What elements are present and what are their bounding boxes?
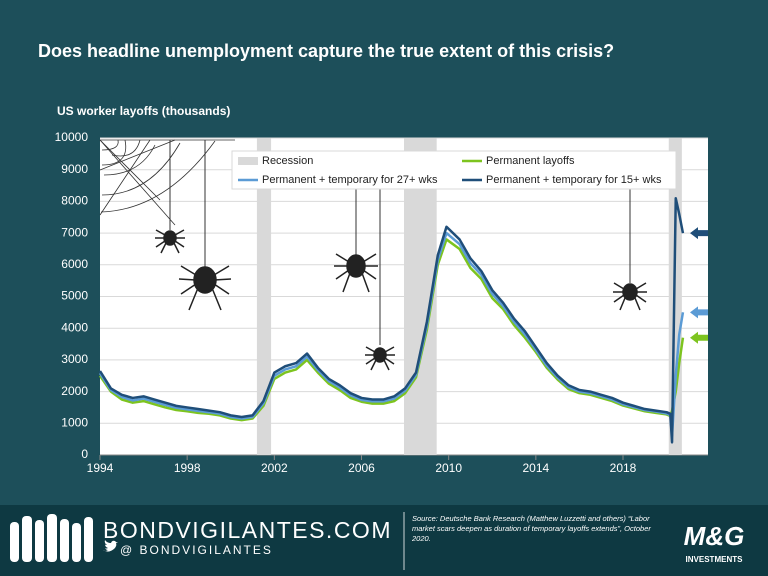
x-tick-label: 2002 [261, 461, 288, 475]
y-tick-label: 0 [81, 447, 88, 461]
x-tick-label: 2010 [435, 461, 462, 475]
chart-title: Does headline unemployment capture the t… [38, 41, 614, 61]
handle: @ BONDVIGILANTES [120, 543, 273, 557]
legend-label: Permanent layoffs [486, 155, 575, 167]
end-arrow [690, 306, 708, 319]
y-tick-label: 1000 [61, 415, 88, 429]
y-tick-label: 5000 [61, 289, 88, 303]
end-arrow [690, 331, 708, 344]
bird-icon [103, 540, 118, 552]
logo: M&G [684, 521, 745, 551]
recession-band [256, 138, 272, 455]
legend-label: Recession [262, 155, 313, 167]
legend-label: Permanent + temporary for 27+ wks [262, 174, 438, 186]
x-tick-label: 1998 [174, 461, 201, 475]
site-name: BONDVIGILANTES.COM [103, 517, 392, 543]
decoration [99, 139, 647, 371]
x-tick-label: 2006 [348, 461, 375, 475]
y-tick-label: 2000 [61, 384, 88, 398]
footer-band [0, 505, 768, 576]
legend-box [231, 150, 677, 190]
y-tick-label: 3000 [61, 352, 88, 366]
series-line [98, 238, 685, 422]
series-line [98, 231, 685, 438]
y-tick-label: 8000 [61, 194, 88, 208]
y-tick-label: 10000 [55, 130, 89, 144]
y-tick-label: 7000 [61, 225, 88, 239]
legend-label: Permanent + temporary for 15+ wks [486, 174, 662, 186]
x-tick-label: 1994 [87, 461, 114, 475]
logo-sub: INVESTMENTS [686, 555, 744, 564]
source-note: Source: Deutsche Bank Research (Matthew … [412, 514, 651, 543]
end-arrows [690, 227, 708, 344]
end-arrow [690, 227, 708, 240]
series-line [98, 196, 685, 444]
legend-swatch [238, 157, 258, 165]
y-tick-label: 6000 [61, 257, 88, 271]
x-tick-label: 2014 [522, 461, 549, 475]
y-tick-label: 4000 [61, 320, 88, 334]
y-axis-label: US worker layoffs (thousands) [57, 104, 230, 118]
people-silhouettes [10, 514, 93, 562]
x-tick-label: 2018 [610, 461, 637, 475]
y-tick-label: 9000 [61, 162, 88, 176]
